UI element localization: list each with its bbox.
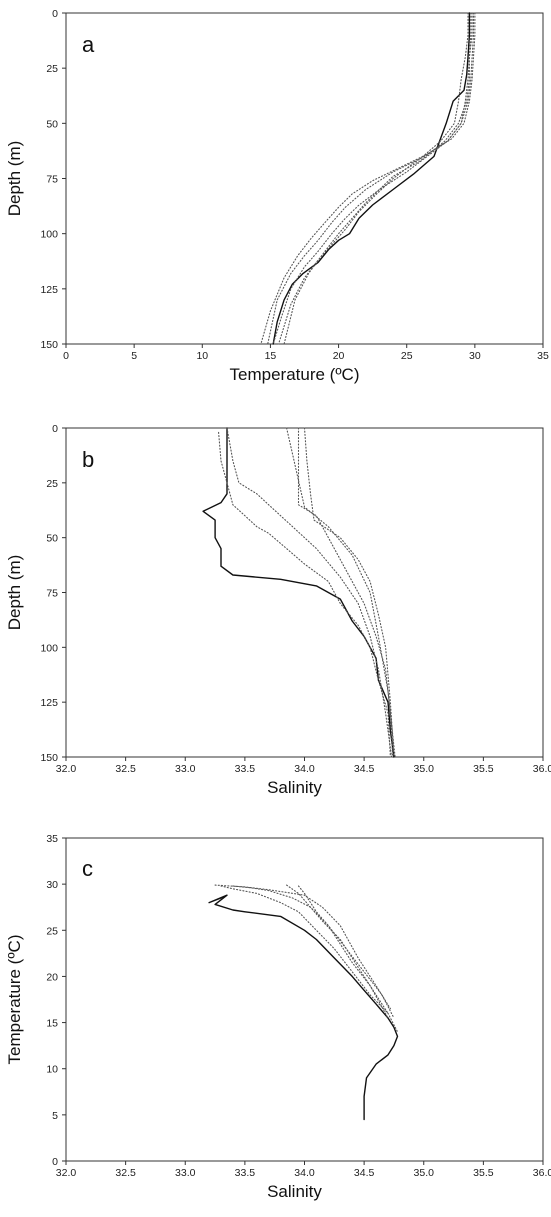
x-tick-label: 10 [196,350,208,362]
y-tick-label: 150 [40,339,58,351]
x-tick-label: 30 [469,350,481,362]
series-line-c-4 [214,884,391,1010]
x-tick-label: 34.0 [294,1167,315,1179]
x-tick-label: 32.0 [56,1167,77,1179]
x-tick-label: 20 [333,350,345,362]
panel-label: b [82,447,94,472]
x-tick-label: 35 [537,350,549,362]
x-axis-title: Salinity [267,778,322,797]
series-line-c-0 [208,894,399,1121]
series-line-a-2 [267,12,469,345]
series-line-c-1 [220,885,399,1033]
series-line-a-1 [272,12,473,345]
x-tick-label: 33.5 [235,1167,256,1179]
x-tick-label: 34.0 [294,763,315,775]
y-tick-label: 0 [52,8,58,20]
y-tick-label: 5 [52,1110,58,1122]
series-line-b-3 [297,427,394,758]
x-tick-label: 35.0 [414,1167,435,1179]
x-tick-label: 35.5 [473,763,494,775]
series-line-a-3 [260,12,475,345]
x-tick-label: 35.5 [473,1167,494,1179]
x-tick-label: 35.0 [414,763,435,775]
x-tick-label: 32.5 [115,763,136,775]
series-line-a-4 [283,12,472,345]
series-line-c-5 [286,884,389,1019]
x-axis-title: Salinity [267,1182,322,1201]
y-axis-title: Temperature (ºC) [5,935,24,1065]
panel-label: c [82,856,93,881]
x-tick-label: 34.5 [354,763,375,775]
x-tick-label: 34.5 [354,1167,375,1179]
y-axis-title: Depth (m) [5,141,24,217]
y-tick-label: 150 [40,752,58,764]
plot-frame-c [65,837,544,1162]
y-tick-label: 25 [46,925,58,937]
x-tick-label: 33.5 [235,763,256,775]
y-tick-label: 75 [46,174,58,186]
x-tick-label: 36.0 [533,1167,551,1179]
series-line-c-2 [232,885,395,1019]
y-tick-label: 15 [46,1018,58,1030]
y-tick-label: 100 [40,229,58,241]
series-line-b-2 [226,427,393,758]
y-tick-label: 25 [46,63,58,75]
y-tick-label: 10 [46,1064,58,1076]
x-axis-title: Temperature (ºC) [230,365,360,384]
series-line-b-4 [303,427,395,758]
plot-frame-b [65,427,544,758]
series-line-a-0 [272,12,471,345]
y-tick-label: 30 [46,879,58,891]
series-line-a-5 [278,12,476,345]
y-tick-label: 0 [52,1156,58,1168]
series-line-b-0 [202,427,395,758]
y-axis-title: Depth (m) [5,555,24,631]
y-tick-label: 100 [40,642,58,654]
y-tick-label: 50 [46,533,58,545]
y-tick-label: 75 [46,588,58,600]
x-tick-label: 25 [401,350,413,362]
panel-label: a [82,32,95,57]
x-tick-label: 32.5 [115,1167,136,1179]
y-tick-label: 20 [46,971,58,983]
y-tick-label: 50 [46,118,58,130]
x-tick-label: 36.0 [533,763,551,775]
x-tick-label: 0 [63,350,69,362]
series-line-b-1 [218,431,391,758]
x-tick-label: 33.0 [175,763,196,775]
x-tick-label: 32.0 [56,763,77,775]
x-tick-label: 5 [131,350,137,362]
x-tick-label: 15 [265,350,277,362]
x-tick-label: 33.0 [175,1167,196,1179]
y-tick-label: 35 [46,833,58,845]
series-line-b-5 [286,427,396,758]
y-tick-label: 0 [52,423,58,435]
plot-frame-a [65,12,544,345]
y-tick-label: 125 [40,284,58,296]
y-tick-label: 125 [40,697,58,709]
y-tick-label: 25 [46,478,58,490]
